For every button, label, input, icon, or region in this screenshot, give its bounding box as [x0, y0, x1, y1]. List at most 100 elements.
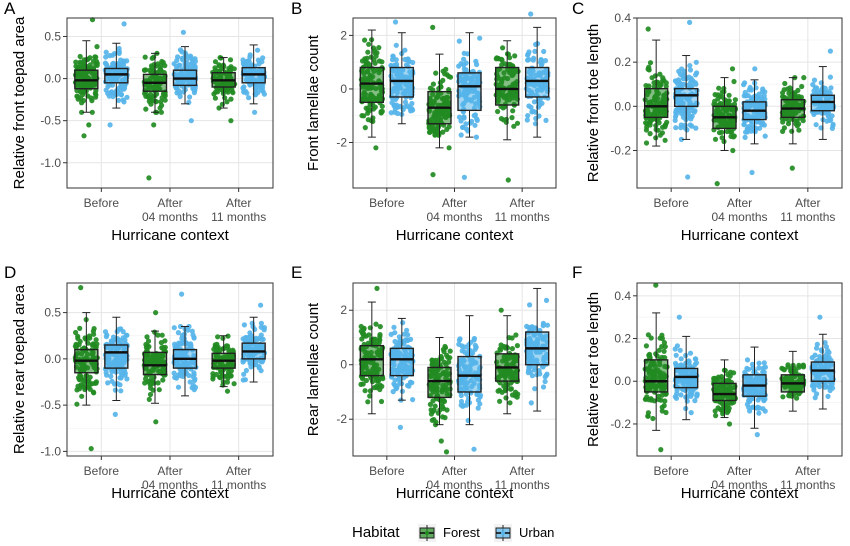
data-point [501, 383, 507, 389]
data-point [366, 62, 372, 68]
series-urban [102, 21, 268, 128]
data-point [458, 392, 464, 399]
data-point [724, 98, 730, 104]
data-point [657, 82, 664, 89]
data-point [81, 98, 87, 104]
data-point [368, 118, 374, 124]
data-point [672, 78, 679, 84]
box-group [642, 26, 670, 147]
box-group [426, 24, 454, 178]
box [104, 344, 129, 369]
data-point [514, 343, 521, 349]
data-point [93, 62, 99, 68]
data-point [410, 59, 416, 66]
data-point [179, 49, 185, 55]
data-point [540, 384, 547, 390]
x-tick-label-line: 04 months [426, 478, 482, 492]
data-point [646, 397, 652, 403]
data-point [532, 365, 538, 371]
outlier-point [726, 421, 733, 427]
data-point [801, 75, 807, 81]
outlier-point [528, 11, 534, 17]
data-point [657, 71, 663, 77]
data-point [93, 380, 99, 386]
data-point [121, 99, 127, 105]
data-point [374, 385, 380, 391]
x-tick-label: After 04 months [711, 196, 767, 224]
data-point [719, 135, 725, 141]
box-group [741, 66, 768, 176]
data-point [746, 366, 752, 372]
data-point [688, 393, 694, 399]
data-point [378, 110, 384, 116]
data-point [526, 49, 532, 55]
data-point [643, 343, 650, 349]
data-point [672, 360, 679, 366]
x-tick-label-line: Before [84, 464, 120, 478]
data-point [794, 118, 800, 124]
data-point [162, 338, 168, 344]
data-point [786, 393, 792, 399]
data-point [255, 57, 261, 63]
data-point [716, 375, 722, 382]
data-point [181, 331, 187, 337]
data-point [446, 124, 452, 130]
data-point [241, 322, 247, 328]
data-point [442, 71, 448, 77]
data-point [188, 341, 194, 347]
data-point [77, 53, 83, 60]
panel-letter: D [4, 263, 16, 282]
data-point [253, 359, 259, 365]
box-group [524, 287, 551, 412]
y-tick-label: -1.0 [40, 156, 61, 170]
data-point [409, 100, 415, 107]
data-point [120, 335, 126, 341]
data-point [688, 116, 694, 122]
data-point [693, 360, 700, 366]
data-point [74, 93, 80, 99]
data-point [148, 101, 154, 107]
data-point [713, 413, 719, 419]
data-point [172, 374, 178, 380]
data-point [224, 99, 230, 105]
box-group [456, 32, 483, 180]
box-group [388, 317, 416, 430]
data-point [102, 60, 108, 66]
data-point [117, 375, 123, 381]
data-point [79, 393, 85, 399]
series-forest [358, 285, 521, 455]
data-point [153, 99, 159, 105]
data-point [212, 342, 218, 348]
data-point [828, 85, 834, 91]
data-point [392, 377, 398, 383]
x-tick-label-line: Before [84, 196, 120, 210]
data-point [750, 404, 756, 410]
data-point [393, 42, 399, 48]
data-point [254, 337, 260, 343]
data-point [525, 57, 531, 63]
panel-letter: F [572, 263, 582, 282]
data-point [673, 125, 679, 131]
box [643, 87, 669, 119]
data-point [360, 381, 366, 387]
data-point [160, 377, 166, 383]
data-point [102, 329, 109, 335]
series-forest [642, 282, 807, 453]
series-urban [672, 314, 836, 438]
data-point [799, 83, 805, 90]
data-point [662, 137, 668, 143]
data-point [390, 53, 396, 59]
data-point [116, 97, 122, 103]
box [359, 66, 385, 104]
x-tick-label-line: After [226, 196, 251, 210]
data-point [655, 127, 661, 133]
x-tick-label: After 11 months [780, 196, 835, 224]
data-point [155, 380, 161, 386]
outlier-point [714, 181, 720, 187]
data-point [91, 331, 97, 337]
outlier-point [252, 109, 258, 115]
box [427, 366, 452, 399]
box [712, 382, 737, 402]
box [359, 344, 385, 377]
